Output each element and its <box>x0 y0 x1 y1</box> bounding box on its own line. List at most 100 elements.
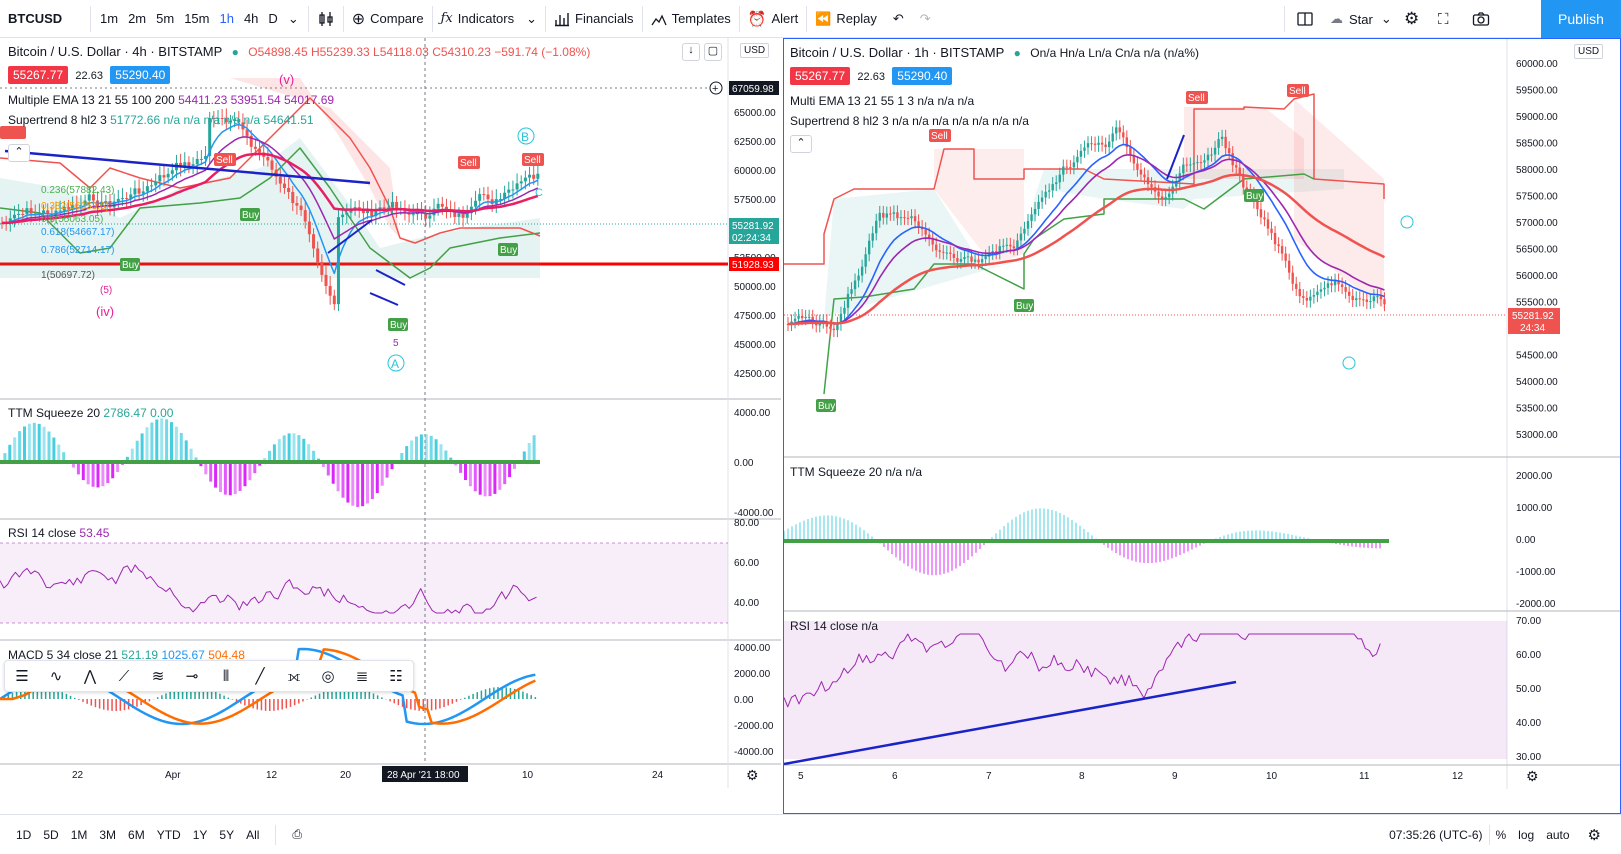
left-ttm-legend[interactable]: TTM Squeeze 20 2786.47 0.00 <box>8 406 173 420</box>
symbol-search[interactable]: BTCUSD <box>8 11 63 26</box>
goto-date-button[interactable]: ⎙ <box>286 827 308 842</box>
price-label-bg <box>729 81 779 95</box>
right-bid-badge[interactable]: 55267.77 <box>790 67 851 85</box>
path-icon[interactable]: ⟋ <box>118 667 130 685</box>
right-ttm-legend[interactable]: TTM Squeeze 20 n/a n/a <box>790 465 922 479</box>
left-supertrend-legend[interactable]: Supertrend 8 hl2 3 51772.66 n/a n/a n/a … <box>8 113 314 127</box>
layout-button[interactable] <box>1288 0 1322 38</box>
xabcd-pattern-icon[interactable]: ⟗ <box>287 667 301 685</box>
range-1y[interactable]: 1Y <box>192 827 208 842</box>
channel-icon[interactable]: ≣ <box>355 668 369 685</box>
range-3m[interactable]: 3M <box>99 827 117 842</box>
scroll-down-button[interactable]: ↓ <box>682 43 700 61</box>
interval-1m[interactable]: 1m <box>100 11 119 26</box>
indicators-button[interactable]: ƒx Indicators ⌄ <box>433 0 545 38</box>
maximize-pane-button[interactable]: ▢ <box>704 43 722 61</box>
interval-1h[interactable]: 1h <box>219 11 234 26</box>
trendline-icon[interactable]: ╱ <box>255 668 265 685</box>
interval-15m[interactable]: 15m <box>184 11 210 26</box>
abc-wave-icon[interactable]: ⋀ <box>83 668 97 685</box>
interval-4h[interactable]: 4h <box>243 11 259 26</box>
horizontal-lines-icon[interactable]: ☰ <box>15 668 29 685</box>
circle-tool-icon[interactable]: ◎ <box>321 668 335 685</box>
right-chart-pane[interactable]: 60000.00 59500.00 59000.00 58500.00 58000.00… <box>783 38 1621 814</box>
currency-badge[interactable]: USD <box>740 43 770 58</box>
undo-button[interactable]: ↶ <box>885 0 912 38</box>
left-rsi-legend[interactable]: RSI 14 close 53.45 <box>8 526 109 540</box>
right-ask-badge[interactable]: 55290.40 <box>892 67 953 85</box>
publish-button[interactable]: Publish <box>1541 0 1621 38</box>
candle-body <box>440 203 444 207</box>
left-ema-legend[interactable]: Multiple EMA 13 21 55 100 200 54411.23 5… <box>8 93 334 107</box>
right-ema-legend[interactable]: Multi EMA 13 21 55 1 3 n/a n/a n/a <box>790 94 974 108</box>
right-chart-canvas[interactable]: 60000.00 59500.00 59000.00 58500.00 58000.00… <box>783 39 1620 813</box>
time-tick-label: 6 <box>892 771 898 782</box>
candle-body <box>1210 154 1213 156</box>
settings-button[interactable]: ⚙ <box>1576 826 1613 844</box>
range-6m[interactable]: 6M <box>128 827 145 842</box>
interval-d[interactable]: D <box>268 11 278 26</box>
buy-signal-badge <box>388 318 408 331</box>
rsi-tick-label: 40.00 <box>734 598 759 609</box>
currency-badge[interactable]: USD <box>1574 44 1604 59</box>
financials-button[interactable]: Financials <box>546 0 642 38</box>
candle-body <box>1326 283 1330 288</box>
percent-scale-toggle[interactable]: % <box>1495 828 1507 842</box>
fib-retracement-icon[interactable]: ☷ <box>389 668 403 685</box>
chevron-down-icon[interactable]: ⌄ <box>287 10 299 26</box>
collapse-legend-button[interactable]: ⌃ <box>790 135 812 153</box>
star-button[interactable]: ☁ Star ⌄ <box>1322 0 1400 38</box>
right-supertrend-legend[interactable]: Supertrend 8 hl2 3 n/a n/a n/a n/a n/a n… <box>790 114 1029 128</box>
collapse-legend-button[interactable]: ⌃ <box>8 144 30 162</box>
replay-label: Replay <box>836 11 877 26</box>
range-all[interactable]: All <box>246 827 260 842</box>
candle-body <box>1040 197 1044 202</box>
candle-body <box>1132 155 1136 164</box>
candle-body <box>1146 177 1150 185</box>
candle-body <box>503 192 507 200</box>
candle-body <box>1291 272 1294 284</box>
replay-button[interactable]: ⏪ Replay <box>807 0 885 38</box>
left-ask-badge[interactable]: 55290.40 <box>110 66 171 84</box>
range-5y[interactable]: 5Y <box>219 827 235 842</box>
candle-body <box>1175 181 1178 187</box>
range-1m[interactable]: 1M <box>70 827 88 842</box>
alert-button[interactable]: ⏰ Alert <box>740 0 806 38</box>
rsi-label: RSI 14 close <box>8 526 77 540</box>
candle-body <box>797 316 800 319</box>
interval-2m[interactable]: 2m <box>128 11 147 26</box>
compare-button[interactable]: ⊕ Compare <box>344 0 432 38</box>
templates-button[interactable]: Templates <box>643 0 739 38</box>
left-bid-badge[interactable]: 55267.77 <box>8 66 69 84</box>
chart-type-button[interactable] <box>309 0 343 38</box>
fib-channel-icon[interactable]: ≋ <box>151 668 165 685</box>
snapshot-button[interactable] <box>1464 0 1498 38</box>
ttm-values: n/a n/a <box>885 465 923 479</box>
elliott-wave-icon[interactable]: ∿ <box>49 668 63 685</box>
hline-icon[interactable]: ⊸ <box>185 668 199 685</box>
settings-button[interactable]: ⚙ <box>1396 0 1427 38</box>
range-1d[interactable]: 1D <box>16 827 32 842</box>
redo-button[interactable]: ↷ <box>912 0 939 38</box>
left-macd-legend[interactable]: MACD 5 34 close 21 521.19 1025.67 504.48 <box>8 648 245 662</box>
left-chart-canvas[interactable]: 65000.0062500.0060000.0057500.0055000.00… <box>0 38 781 814</box>
fullscreen-button[interactable]: ⛶ <box>1430 0 1457 38</box>
candle-body <box>220 118 224 119</box>
left-chart-pane[interactable]: 65000.0062500.0060000.0057500.0055000.00… <box>0 38 781 814</box>
range-5d[interactable]: 5D <box>43 827 59 842</box>
candle-body <box>952 253 956 259</box>
supertrend-fill <box>230 78 400 238</box>
candle-body <box>860 266 864 276</box>
candle-body <box>158 175 162 182</box>
candle-body <box>1365 299 1369 302</box>
bars-pattern-icon[interactable]: ⦀ <box>222 667 230 685</box>
log-scale-toggle[interactable]: log <box>1518 828 1535 842</box>
right-symbol-title: Bitcoin / U.S. Dollar · 1h · BITSTAMP <box>790 45 1005 60</box>
interval-5m[interactable]: 5m <box>156 11 175 26</box>
price-tick-label: 65000.00 <box>734 108 776 119</box>
range-ytd[interactable]: YTD <box>156 827 181 842</box>
clock-time[interactable]: 07:35:26 (UTC-6) <box>1389 828 1483 842</box>
right-rsi-legend[interactable]: RSI 14 close n/a <box>790 619 878 633</box>
candle-body <box>291 191 295 204</box>
auto-scale-toggle[interactable]: auto <box>1546 828 1570 842</box>
